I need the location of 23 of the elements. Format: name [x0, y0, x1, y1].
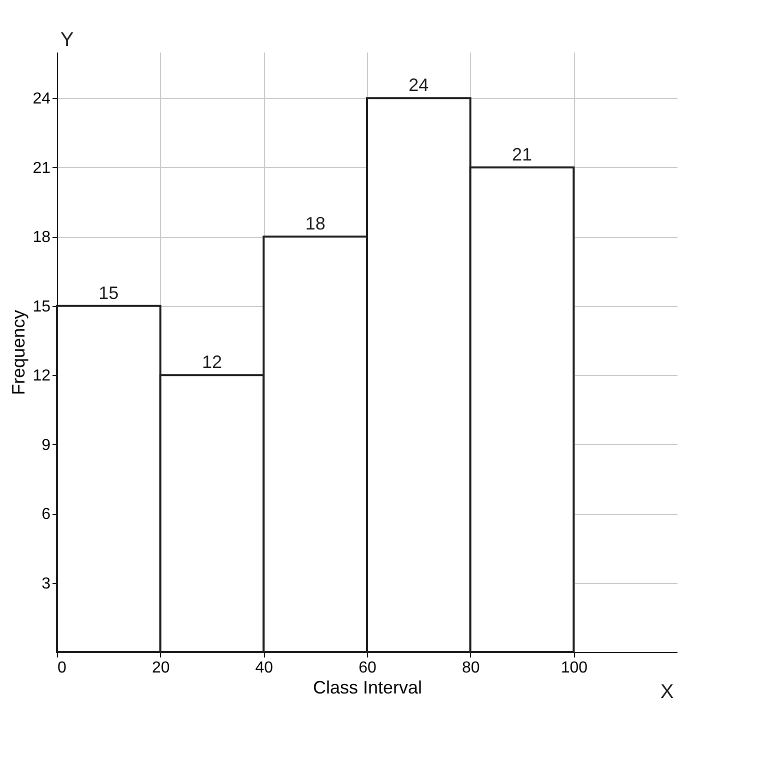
y-axis-title: Frequency [8, 310, 29, 396]
x-tick-label: 60 [358, 660, 376, 676]
data-label: 15 [98, 282, 119, 303]
y-tick-label: 9 [42, 436, 51, 454]
data-label: 24 [408, 75, 429, 96]
x-tick-label: 20 [152, 660, 170, 676]
text: Y [60, 29, 74, 51]
data-label: 21 [512, 144, 532, 164]
data-label: 12 [202, 352, 222, 372]
y-tick-label: 12 [32, 368, 51, 385]
x-tick-label: 80 [462, 660, 480, 676]
y-tick-label: 21 [32, 160, 51, 177]
data-label: 18 [305, 214, 326, 234]
y-tick-label: 18 [32, 229, 51, 246]
text: X [660, 681, 674, 703]
y-tick-label: 6 [42, 506, 51, 524]
x-tick-label: 100 [560, 660, 588, 676]
y-tick-label: 24 [32, 90, 51, 108]
y-tick-label: 3 [42, 575, 51, 592]
x-axis-title: Class Interval [312, 678, 422, 698]
x-tick-label: 0 [58, 660, 66, 676]
y-tick-label: 15 [32, 298, 51, 316]
x-tick-label: 40 [255, 660, 274, 676]
